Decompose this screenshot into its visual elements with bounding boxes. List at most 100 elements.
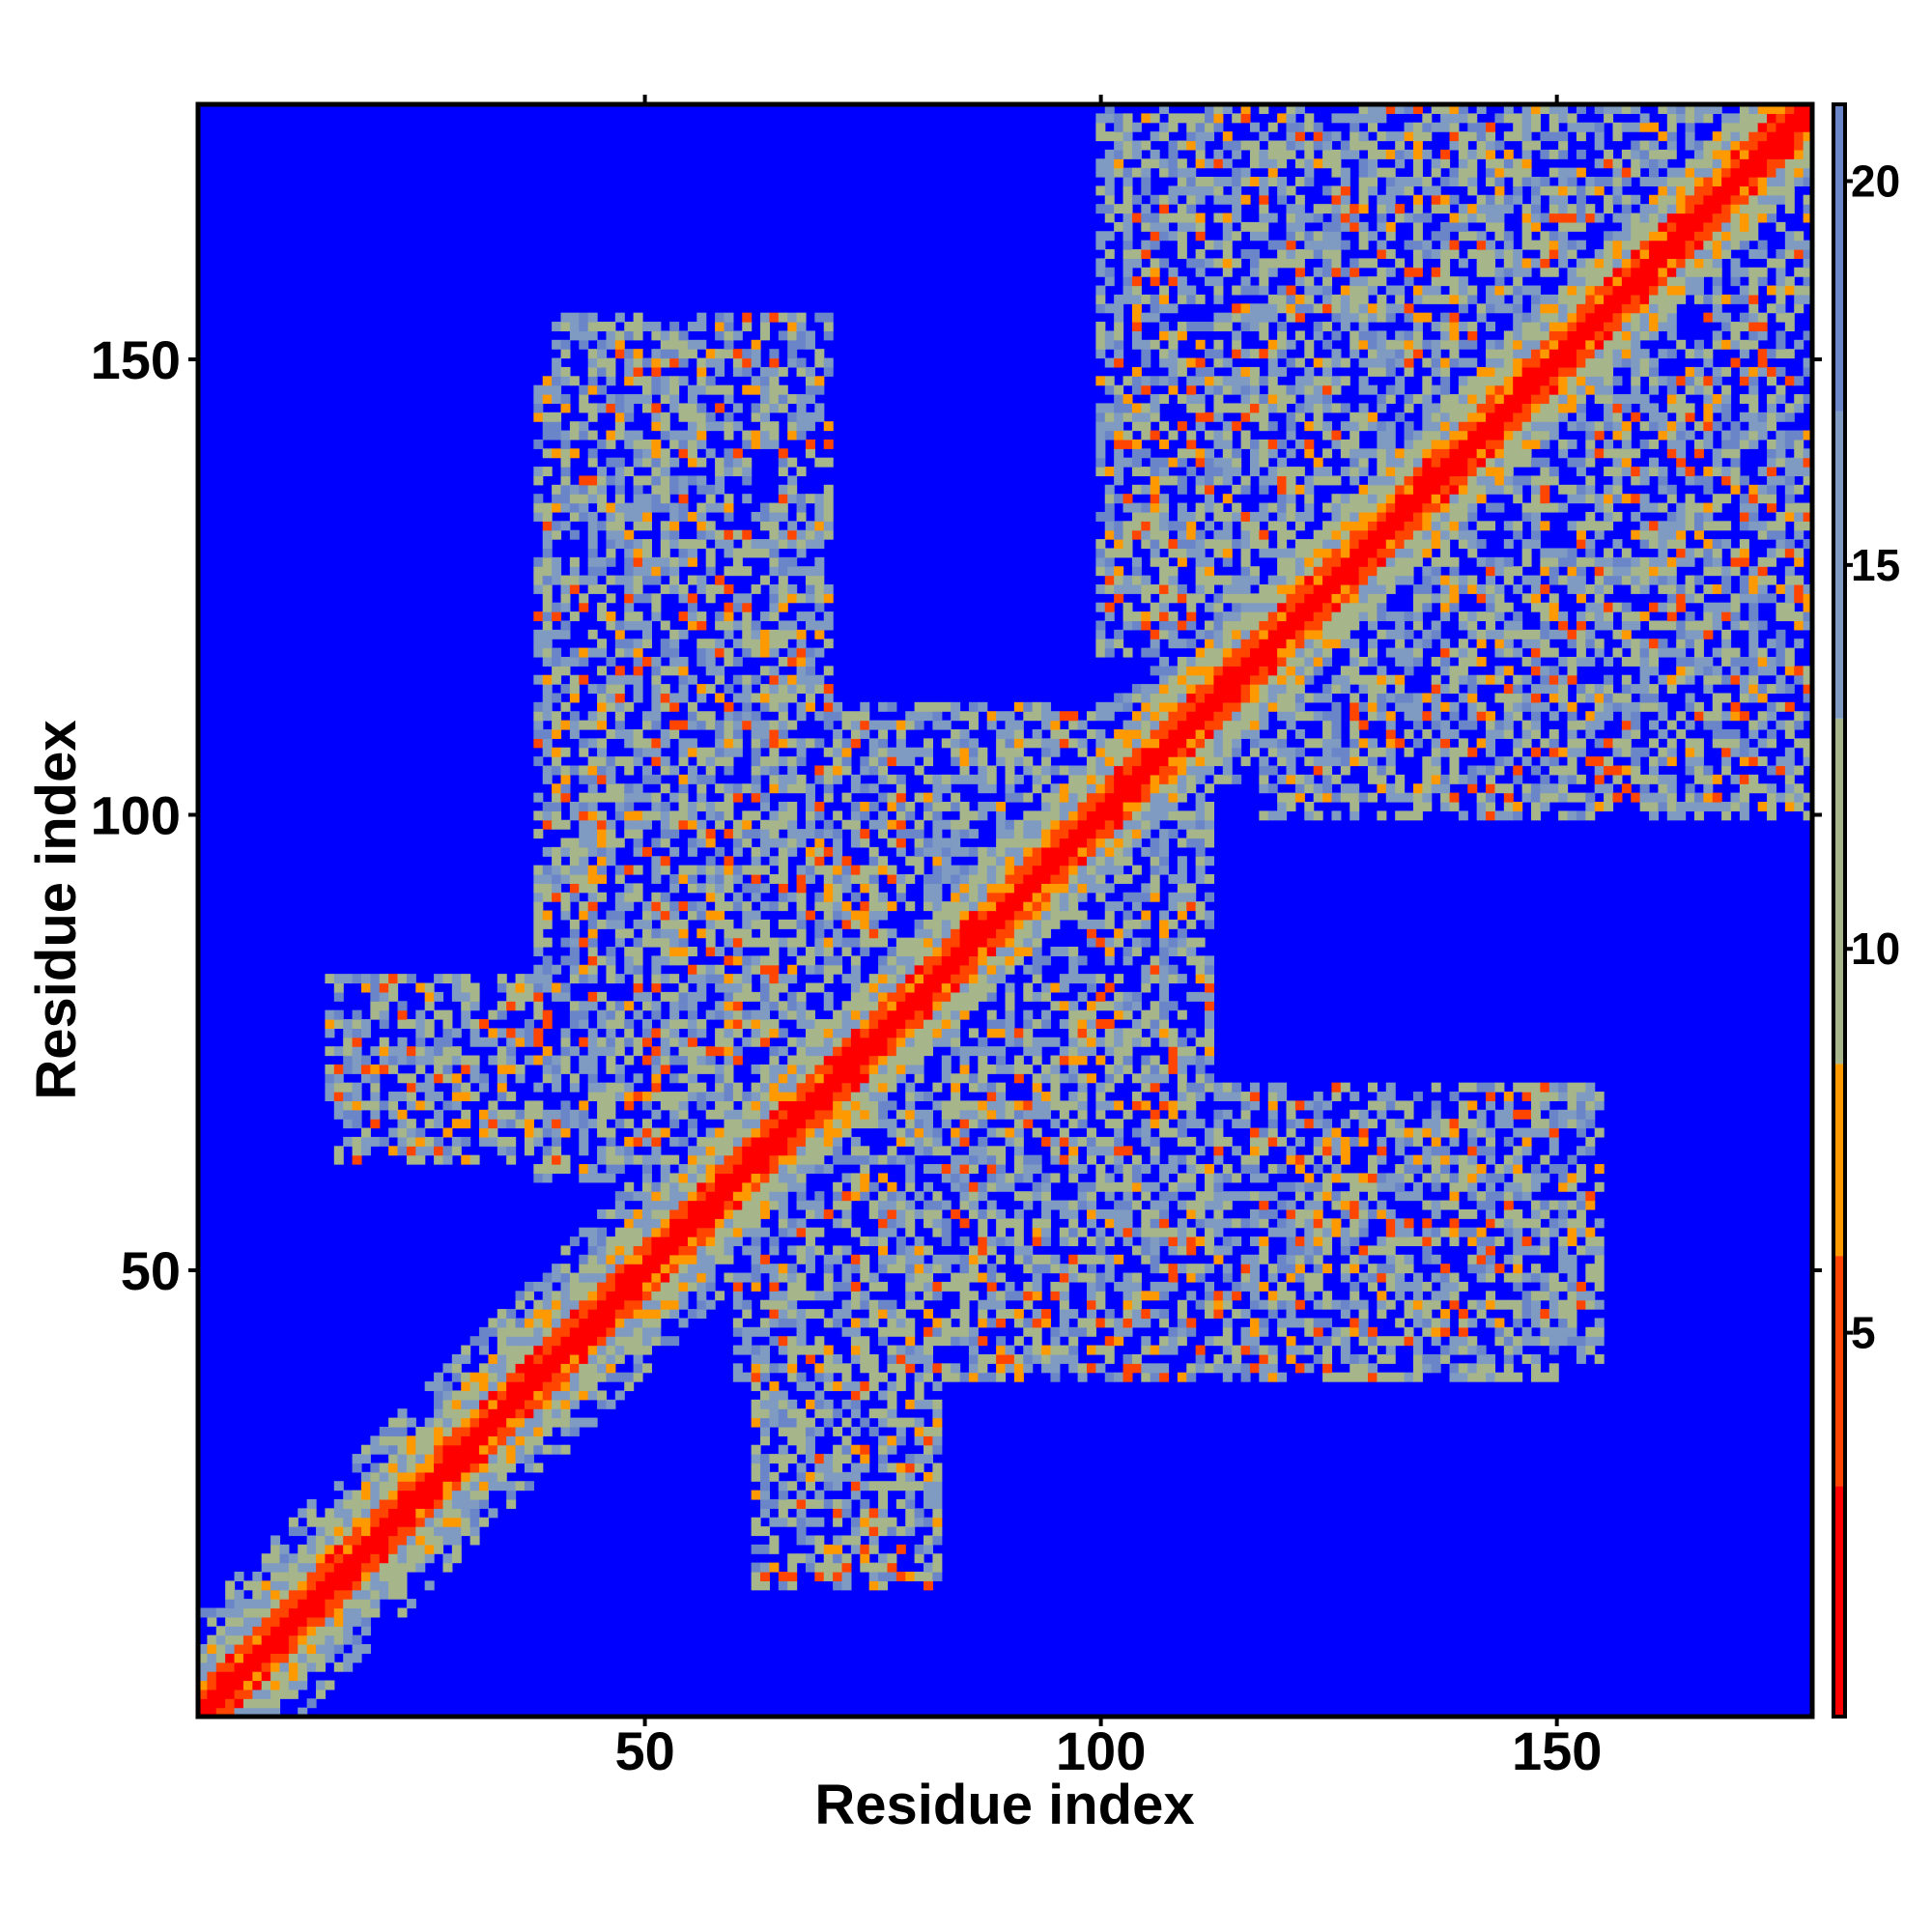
heatmap-cell: [370, 1001, 381, 1011]
heatmap-cell: [606, 856, 616, 867]
heatmap-cell: [325, 1064, 335, 1074]
heatmap-cell: [552, 502, 562, 513]
heatmap-cell: [769, 639, 780, 649]
heatmap-cell: [515, 1435, 526, 1446]
heatmap-cell: [587, 1336, 598, 1347]
heatmap-cell: [242, 1707, 253, 1718]
heatmap-cell: [833, 738, 843, 749]
heatmap-cell: [451, 1508, 462, 1519]
heatmap-cell: [597, 521, 608, 531]
heatmap-cell: [579, 1136, 589, 1147]
heatmap-cell: [932, 1254, 943, 1264]
heatmap-cell: [732, 829, 743, 839]
heatmap-cell: [388, 1580, 399, 1591]
heatmap-cell: [860, 1019, 870, 1029]
heatmap-cell: [778, 1227, 788, 1237]
heatmap-cell: [923, 1181, 933, 1192]
heatmap-cell: [497, 1417, 507, 1428]
heatmap-cell: [796, 1508, 807, 1519]
heatmap-cell: [751, 1326, 761, 1337]
heatmap-cell: [651, 403, 662, 413]
heatmap-cell: [742, 1092, 753, 1102]
heatmap-cell: [569, 928, 580, 939]
heatmap-cell: [306, 1562, 317, 1573]
heatmap-cell: [959, 1299, 970, 1310]
heatmap-cell: [560, 1281, 571, 1292]
heatmap-cell: [687, 774, 697, 784]
heatmap-cell: [724, 1245, 734, 1256]
heatmap-cell: [878, 1082, 889, 1093]
heatmap-cell: [805, 1092, 815, 1102]
heatmap-cell: [968, 1326, 979, 1337]
heatmap-cell: [442, 1498, 453, 1509]
heatmap-cell: [860, 1055, 870, 1065]
heatmap-cell: [552, 647, 562, 658]
heatmap-cell: [769, 756, 780, 767]
heatmap-cell: [624, 1181, 635, 1192]
heatmap-cell: [841, 792, 852, 803]
heatmap-cell: [651, 1146, 662, 1156]
heatmap-cell: [506, 1381, 517, 1392]
heatmap-cell: [624, 1318, 635, 1328]
heatmap-cell: [878, 720, 889, 730]
heatmap-cell: [279, 1562, 290, 1573]
heatmap-cell: [660, 1218, 670, 1229]
heatmap-cell: [579, 1019, 589, 1029]
heatmap-cell: [479, 1517, 490, 1527]
heatmap-cell: [959, 846, 970, 857]
heatmap-cell: [751, 1164, 761, 1175]
heatmap-cell: [878, 1055, 889, 1065]
heatmap-cell: [370, 1064, 381, 1074]
heatmap-cell: [959, 1064, 970, 1074]
heatmap-cell: [805, 1236, 815, 1247]
heatmap-cell: [968, 1200, 979, 1210]
heatmap-cell: [660, 1291, 670, 1301]
heatmap-cell: [1023, 937, 1034, 948]
heatmap-cell: [978, 991, 988, 1002]
heatmap-cell: [352, 974, 362, 984]
heatmap-cell: [669, 1009, 680, 1020]
heatmap-cell: [641, 502, 652, 513]
heatmap-cell: [633, 829, 643, 839]
heatmap-cell: [316, 1626, 327, 1636]
heatmap-cell: [742, 883, 753, 894]
heatmap-cell: [850, 1146, 861, 1156]
heatmap-cell: [660, 1127, 670, 1138]
heatmap-cell: [978, 1064, 988, 1074]
heatmap-cell: [669, 1291, 680, 1301]
heatmap-cell: [751, 1417, 761, 1428]
heatmap-cell: [696, 838, 707, 848]
heatmap-cell: [624, 1345, 635, 1355]
heatmap-cell: [352, 1599, 362, 1609]
heatmap-cell: [542, 384, 553, 395]
heatmap-cell: [769, 1390, 780, 1401]
heatmap-cell: [742, 366, 753, 377]
heatmap-cell: [587, 1318, 598, 1328]
heatmap-cell: [641, 919, 652, 929]
heatmap-cell: [996, 1236, 1007, 1247]
heatmap-cell: [796, 1490, 807, 1500]
heatmap-cell: [814, 1046, 825, 1057]
heatmap-cell: [895, 1218, 906, 1229]
heatmap-cell: [787, 1127, 798, 1138]
heatmap-cell: [606, 529, 616, 540]
heatmap-cell: [760, 1299, 771, 1310]
heatmap-cell: [778, 1580, 788, 1591]
heatmap-cell: [805, 865, 815, 875]
heatmap-cell: [951, 756, 961, 767]
heatmap-cell: [360, 1454, 371, 1464]
heatmap-cell: [325, 1607, 335, 1618]
heatmap-cell: [597, 1154, 608, 1165]
heatmap-cell: [542, 548, 553, 558]
heatmap-cell: [724, 711, 734, 722]
heatmap-cell: [687, 1127, 697, 1138]
heatmap-cell: [1023, 1299, 1034, 1310]
heatmap-cell: [833, 1553, 843, 1564]
heatmap-cell: [805, 783, 815, 794]
heatmap-cell: [552, 575, 562, 585]
heatmap-cell: [814, 801, 825, 811]
heatmap-cell: [669, 901, 680, 912]
heatmap-cell: [887, 1037, 897, 1047]
heatmap-cell: [461, 982, 471, 993]
heatmap-cell: [850, 1109, 861, 1120]
